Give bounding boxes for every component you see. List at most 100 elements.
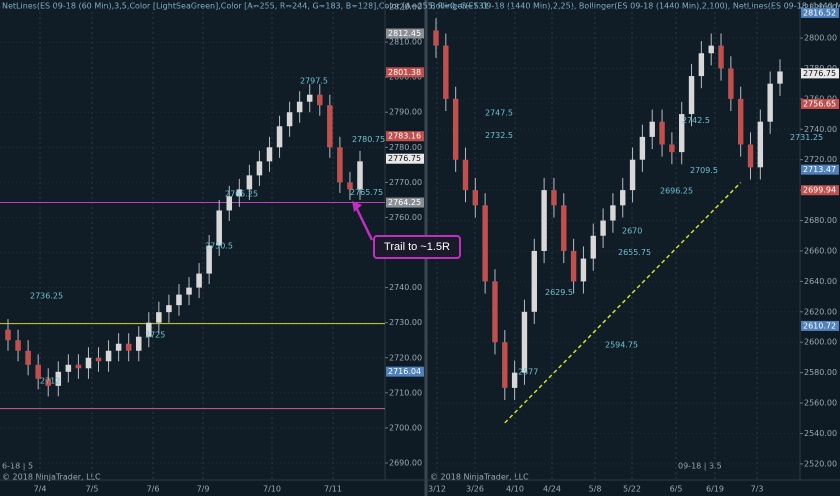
price-label: 2712 [40,376,60,385]
candle-body [246,175,253,190]
candle-body [570,250,577,282]
left-panel [0,0,385,480]
price-marker-label: 2716.04 [388,367,421,376]
annotation-text: Trail to ~1.5R [384,241,450,253]
candle-body [276,126,283,148]
price-label: 2709.5 [690,166,718,175]
candle-body [15,340,21,351]
y-tick-label: 2780.00 [389,143,422,152]
candle-body [659,121,665,145]
date-label: 4/10 [506,485,524,494]
candle-body [521,311,528,373]
price-label: 2696.25 [660,186,693,195]
right-copyright: © 2018 NinjaTrader, LLC [430,473,529,482]
candle-body [708,45,714,54]
price-label: 2655.75 [618,248,651,257]
y-tick-label: 2820.00 [804,3,837,12]
candle-body [452,98,459,160]
price-marker-label: 2816.52 [803,8,836,17]
price-marker [386,67,424,78]
candle-body [531,250,537,312]
y-tick-label: 2790.00 [389,108,422,117]
candle-body [492,281,498,343]
price-marker [801,185,839,196]
y-tick-label: 2690.00 [389,458,422,467]
y-tick-label: 2760.00 [804,94,837,103]
candle-body [45,378,51,386]
price-marker [386,131,424,142]
y-tick-label: 2640.00 [804,277,837,286]
y-tick-label: 2810.00 [389,38,422,47]
annotation-box [373,235,461,259]
date-label: 7/4 [34,485,47,494]
candle-body [767,83,773,122]
date-label: 6/19 [706,485,724,494]
candle-body [327,105,333,148]
candle-body [286,112,293,127]
y-tick-label: 2600.00 [804,338,837,347]
date-label: 5/22 [623,485,641,494]
candle-body [639,136,646,160]
candle-body [337,147,343,183]
candle-body [551,190,557,206]
y-tick-label: 2620.00 [804,307,837,316]
price-marker-label: 2699.94 [803,186,836,195]
price-label: 2747.5 [485,108,513,117]
price-marker-label: 2812.45 [388,29,421,38]
candle-body [462,159,469,191]
price-marker [386,153,424,164]
candle-body [482,205,488,282]
price-label: 2797.5 [300,76,328,85]
price-label: 2725 [145,331,165,340]
candle-body [757,121,764,168]
candle-body [443,45,449,99]
price-label: 2629.5 [545,288,573,297]
candle-body [511,372,518,388]
date-label: 7/10 [263,485,281,494]
y-tick-label: 2560.00 [804,399,837,408]
right-period: 09-18 | 3.5 [678,462,722,471]
price-marker [801,164,839,175]
candle-body [718,45,724,69]
candle-body [357,161,363,190]
y-tick-label: 2720.00 [389,353,422,362]
price-marker [801,7,839,18]
price-label: 2670 [622,226,642,235]
price-marker-label: 2610.72 [803,321,836,330]
candle-body [266,147,273,162]
candle-body [728,68,734,99]
y-tick-label: 2820.00 [389,3,422,12]
candle-body [472,190,479,206]
candle-body [75,364,82,369]
y-tick-label: 2730.00 [389,318,422,327]
candle-body [610,205,616,221]
price-label: 2742.5 [682,116,710,125]
candle-body [688,76,695,115]
price-label: 2750.5 [205,241,233,250]
date-label: 7/5 [86,485,99,494]
candle-body [433,30,439,46]
price-label: 2780.75 [352,135,385,144]
price-marker-label: 2801.38 [388,68,421,77]
price-label: 2765.25 [225,190,258,199]
y-tick-label: 2660.00 [804,246,837,255]
candle-body [580,258,587,282]
candle-body [125,343,132,351]
candle-body [216,210,222,246]
y-tick-label: 2800.00 [804,34,837,43]
candle-body [95,357,102,362]
price-marker [386,366,424,377]
y-tick-label: 2700.00 [389,423,422,432]
date-label: 3/12 [428,485,446,494]
candle-body [777,71,783,84]
candle-body [115,343,122,351]
y-tick-label: 2580.00 [804,368,837,377]
price-marker [386,28,424,39]
price-marker [801,68,839,79]
y-tick-label: 2520.00 [804,459,837,468]
price-marker [801,320,839,331]
candle-body [600,220,606,236]
right-header: Bollinger(ES 09-18 (1440 Min),2,25), Bol… [430,2,840,11]
candle-body [5,329,11,341]
candle-body [620,190,626,206]
